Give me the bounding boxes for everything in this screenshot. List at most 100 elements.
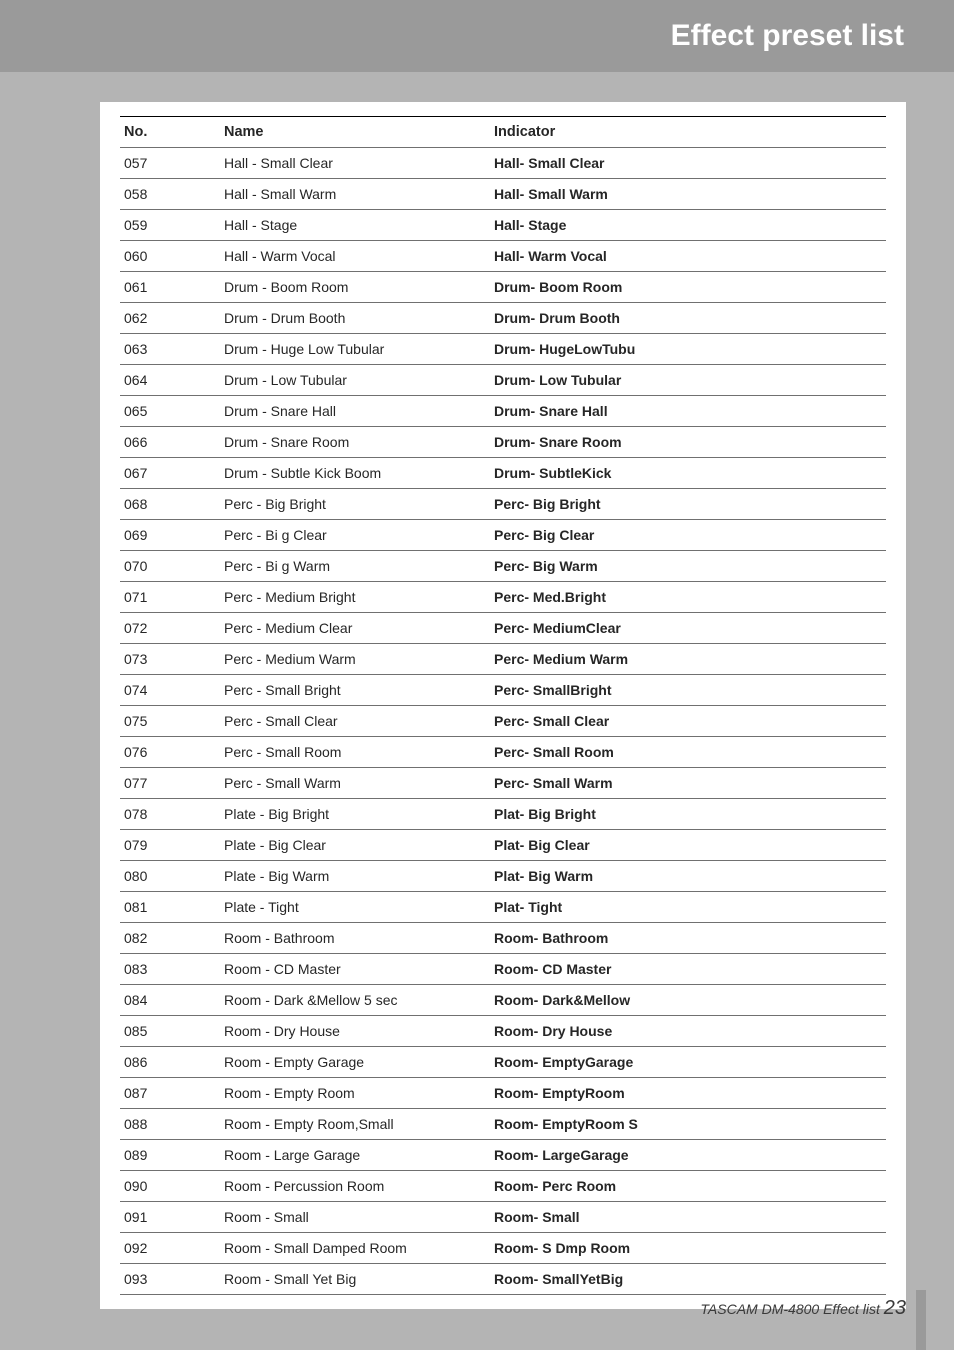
cell-indicator: Room- S Dmp Room: [490, 1233, 886, 1264]
cell-indicator: Drum- SubtleKick: [490, 458, 886, 489]
table-row: 089Room - Large GarageRoom- LargeGarage: [120, 1140, 886, 1171]
table-row: 086Room - Empty GarageRoom- EmptyGarage: [120, 1047, 886, 1078]
cell-indicator: Perc- Med.Bright: [490, 582, 886, 613]
cell-no: 070: [120, 551, 220, 582]
cell-name: Hall - Small Warm: [220, 179, 490, 210]
table-row: 072Perc - Medium ClearPerc- MediumClear: [120, 613, 886, 644]
cell-name: Drum - Drum Booth: [220, 303, 490, 334]
table-row: 083Room - CD MasterRoom- CD Master: [120, 954, 886, 985]
cell-name: Plate - Tight: [220, 892, 490, 923]
cell-name: Drum - Snare Room: [220, 427, 490, 458]
cell-indicator: Perc- Big Bright: [490, 489, 886, 520]
cell-name: Hall - Stage: [220, 210, 490, 241]
cell-name: Room - Percussion Room: [220, 1171, 490, 1202]
table-row: 066Drum - Snare RoomDrum- Snare Room: [120, 427, 886, 458]
cell-indicator: Room- Perc Room: [490, 1171, 886, 1202]
footer: TASCAM DM-4800 Effect list 23: [700, 1297, 906, 1320]
cell-name: Drum - Boom Room: [220, 272, 490, 303]
cell-no: 060: [120, 241, 220, 272]
cell-name: Perc - Medium Warm: [220, 644, 490, 675]
cell-indicator: Plat- Big Clear: [490, 830, 886, 861]
table-row: 074Perc - Small BrightPerc- SmallBright: [120, 675, 886, 706]
footer-text: TASCAM DM-4800 Effect list: [700, 1301, 879, 1317]
cell-indicator: Perc- SmallBright: [490, 675, 886, 706]
cell-no: 076: [120, 737, 220, 768]
cell-name: Room - CD Master: [220, 954, 490, 985]
cell-name: Room - Dry House: [220, 1016, 490, 1047]
cell-no: 084: [120, 985, 220, 1016]
cell-name: Drum - Low Tubular: [220, 365, 490, 396]
cell-indicator: Room- LargeGarage: [490, 1140, 886, 1171]
cell-name: Perc - Small Warm: [220, 768, 490, 799]
table-row: 085Room - Dry HouseRoom- Dry House: [120, 1016, 886, 1047]
cell-indicator: Perc- Medium Warm: [490, 644, 886, 675]
cell-name: Room - Large Garage: [220, 1140, 490, 1171]
cell-indicator: Room- EmptyRoom: [490, 1078, 886, 1109]
cell-name: Plate - Big Bright: [220, 799, 490, 830]
cell-name: Room - Empty Garage: [220, 1047, 490, 1078]
cell-name: Perc - Small Clear: [220, 706, 490, 737]
cell-indicator: Room- EmptyRoom S: [490, 1109, 886, 1140]
table-row: 076Perc - Small RoomPerc- Small Room: [120, 737, 886, 768]
cell-indicator: Room- EmptyGarage: [490, 1047, 886, 1078]
page-title: Effect preset list: [671, 19, 904, 53]
table-row: 062Drum - Drum BoothDrum- Drum Booth: [120, 303, 886, 334]
cell-name: Drum - Subtle Kick Boom: [220, 458, 490, 489]
table-row: 071Perc - Medium BrightPerc- Med.Bright: [120, 582, 886, 613]
table-row: 060Hall - Warm VocalHall- Warm Vocal: [120, 241, 886, 272]
col-header-indicator: Indicator: [490, 117, 886, 148]
col-header-no: No.: [120, 117, 220, 148]
cell-no: 085: [120, 1016, 220, 1047]
cell-no: 067: [120, 458, 220, 489]
table-row: 069Perc - Bi g ClearPerc- Big Clear: [120, 520, 886, 551]
content-area: No. Name Indicator 057Hall - Small Clear…: [100, 102, 906, 1309]
table-row: 080Plate - Big WarmPlat- Big Warm: [120, 861, 886, 892]
cell-indicator: Plat- Tight: [490, 892, 886, 923]
table-row: 073Perc - Medium WarmPerc- Medium Warm: [120, 644, 886, 675]
cell-name: Room - Bathroom: [220, 923, 490, 954]
cell-no: 057: [120, 148, 220, 179]
table-row: 081Plate - TightPlat- Tight: [120, 892, 886, 923]
cell-indicator: Drum- HugeLowTubu: [490, 334, 886, 365]
cell-indicator: Hall- Stage: [490, 210, 886, 241]
cell-indicator: Room- Bathroom: [490, 923, 886, 954]
cell-name: Perc - Bi g Clear: [220, 520, 490, 551]
cell-no: 071: [120, 582, 220, 613]
cell-name: Perc - Medium Clear: [220, 613, 490, 644]
table-row: 093Room - Small Yet BigRoom- SmallYetBig: [120, 1264, 886, 1295]
cell-indicator: Hall- Small Warm: [490, 179, 886, 210]
cell-name: Room - Small Yet Big: [220, 1264, 490, 1295]
cell-name: Room - Small Damped Room: [220, 1233, 490, 1264]
table-header-row: No. Name Indicator: [120, 117, 886, 148]
cell-no: 062: [120, 303, 220, 334]
cell-no: 089: [120, 1140, 220, 1171]
cell-no: 059: [120, 210, 220, 241]
cell-no: 065: [120, 396, 220, 427]
cell-name: Perc - Big Bright: [220, 489, 490, 520]
header-bar: Effect preset list: [0, 0, 954, 72]
cell-name: Room - Dark &Mellow 5 sec: [220, 985, 490, 1016]
table-row: 065Drum - Snare HallDrum- Snare Hall: [120, 396, 886, 427]
cell-indicator: Room- Dry House: [490, 1016, 886, 1047]
cell-no: 088: [120, 1109, 220, 1140]
cell-no: 058: [120, 179, 220, 210]
cell-indicator: Perc- Small Warm: [490, 768, 886, 799]
table-row: 078Plate - Big BrightPlat- Big Bright: [120, 799, 886, 830]
cell-name: Drum - Snare Hall: [220, 396, 490, 427]
table-row: 075Perc - Small ClearPerc- Small Clear: [120, 706, 886, 737]
cell-no: 083: [120, 954, 220, 985]
table-row: 084Room - Dark &Mellow 5 secRoom- Dark&M…: [120, 985, 886, 1016]
table-row: 092Room - Small Damped RoomRoom- S Dmp R…: [120, 1233, 886, 1264]
table-row: 061Drum - Boom RoomDrum- Boom Room: [120, 272, 886, 303]
cell-indicator: Perc- Big Clear: [490, 520, 886, 551]
cell-name: Room - Small: [220, 1202, 490, 1233]
cell-indicator: Perc- Small Room: [490, 737, 886, 768]
cell-name: Perc - Medium Bright: [220, 582, 490, 613]
cell-indicator: Drum- Low Tubular: [490, 365, 886, 396]
cell-no: 074: [120, 675, 220, 706]
table-row: 077Perc - Small WarmPerc- Small Warm: [120, 768, 886, 799]
cell-name: Perc - Small Room: [220, 737, 490, 768]
col-header-name: Name: [220, 117, 490, 148]
cell-no: 081: [120, 892, 220, 923]
table-row: 064Drum - Low TubularDrum- Low Tubular: [120, 365, 886, 396]
